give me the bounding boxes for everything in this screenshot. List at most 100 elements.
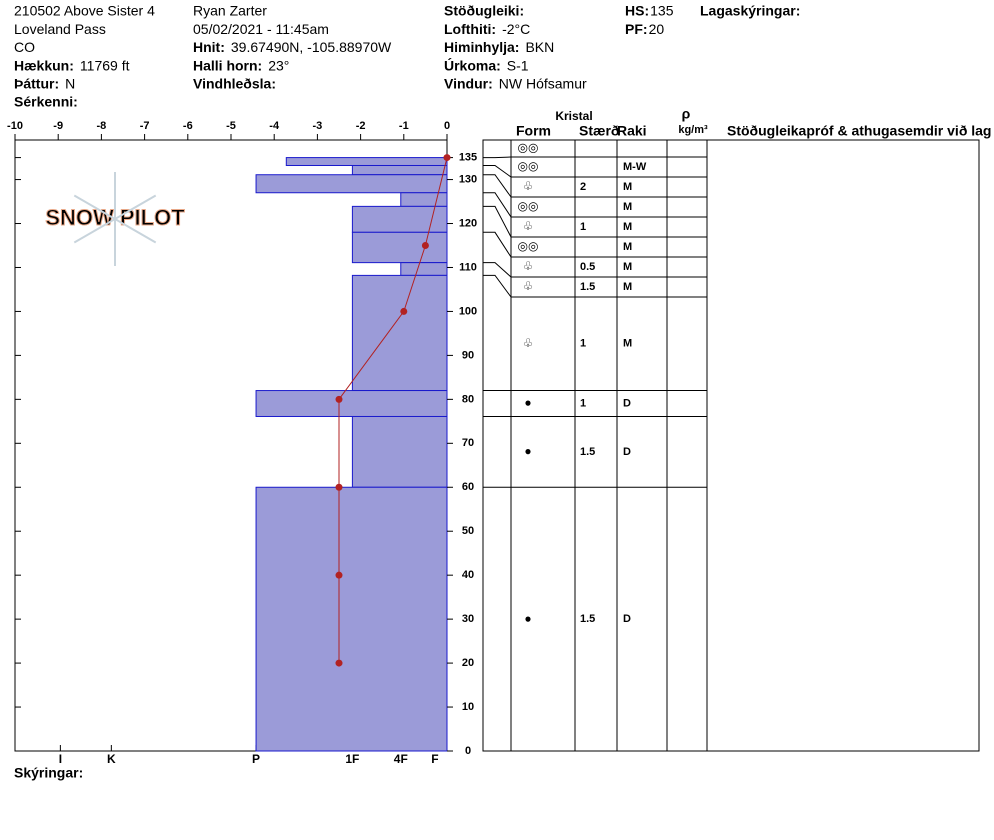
y-tick-label: 130: [459, 173, 477, 185]
header-label: Lagaskýringar:: [700, 3, 800, 19]
layer-connector: [483, 164, 512, 178]
moisture: D: [623, 613, 631, 625]
y-tick-label: 70: [462, 437, 474, 449]
layer-connector: [483, 192, 512, 218]
layer-bar: [255, 486, 448, 752]
header-label: Úrkoma:: [444, 56, 501, 73]
y-tick-label: 40: [462, 569, 474, 581]
y-tick-label: 30: [462, 613, 474, 625]
y-tick-label: 0: [465, 745, 471, 757]
crystal-form: ◎◎: [518, 239, 539, 253]
hardness-label: 1F: [345, 752, 359, 766]
layer-connector: [483, 274, 512, 298]
notes-header: Stöðugleikapróf & athugasemdir við lag: [727, 123, 991, 139]
hardness-label: 4F: [394, 752, 408, 766]
hardness-label: P: [252, 752, 260, 766]
layer-connector: [483, 156, 512, 159]
header-text: CO: [14, 39, 35, 55]
moisture: M: [623, 261, 632, 273]
density-unit: kg/m³: [678, 124, 708, 136]
y-tick-label: 50: [462, 525, 474, 537]
crystal-form: ♧: [523, 259, 534, 273]
header-label: Hnit:: [193, 39, 225, 55]
hardness-label: K: [107, 752, 116, 766]
header-value: 39.67490N, -105.88970W: [231, 39, 392, 55]
y-tick-label: 110: [459, 261, 477, 273]
header-value: -2°C: [502, 21, 530, 37]
header-label: Lofthiti:: [444, 21, 496, 37]
layer-bar: [255, 174, 448, 194]
y-tick-label: 60: [462, 481, 474, 493]
moisture: D: [623, 397, 631, 409]
header-value: BKN: [525, 39, 554, 55]
y-tick-label: 100: [459, 305, 477, 317]
layer-bar: [351, 205, 448, 233]
crystal-form: ♧: [523, 336, 534, 350]
moisture: D: [623, 446, 631, 458]
watermark-flake: [73, 194, 157, 244]
crystal-size: 1: [580, 221, 586, 233]
y-tick-label: 80: [462, 393, 474, 405]
crystal-size: 0.5: [580, 261, 595, 273]
header-label: Stöðugleiki:: [444, 3, 524, 19]
crystal-form: ◎◎: [518, 159, 539, 173]
temperature-point: [335, 483, 343, 491]
layer-connector: [483, 174, 512, 198]
crystal-size: 1.5: [580, 281, 595, 293]
crystal-form: ●: [524, 444, 531, 458]
header-label: Himinhylja:: [444, 39, 519, 55]
crystal-size: 1: [580, 338, 586, 350]
header-label: Hækkun:: [14, 57, 74, 73]
moisture: M: [623, 338, 632, 350]
x-tick-label: -10: [7, 120, 23, 132]
header-label: Vindhleðsla:: [193, 76, 276, 92]
x-tick-label: -6: [183, 120, 193, 132]
header-label: Þáttur:: [14, 76, 59, 92]
x-tick-label: -3: [313, 120, 323, 132]
header-text: Loveland Pass: [14, 21, 106, 37]
header-value: 135: [650, 3, 674, 19]
crystal-form: ●: [524, 396, 531, 410]
moisture: M: [623, 221, 632, 233]
x-tick-label: -9: [53, 120, 63, 132]
crystal-form: ◎◎: [518, 141, 539, 155]
crystal-form: ♧: [523, 279, 534, 293]
moisture: M: [623, 281, 632, 293]
hardness-label: F: [431, 752, 438, 766]
table-frame: [482, 139, 980, 752]
hardness-label: I: [59, 752, 62, 766]
crystal-form: ●: [524, 611, 531, 625]
moisture: M: [623, 201, 632, 213]
x-tick-label: -8: [97, 120, 107, 132]
x-tick-label: -7: [140, 120, 150, 132]
header-text: 05/02/2021 - 11:45am: [193, 21, 329, 37]
layer-bar: [351, 415, 448, 488]
crystal-size: 1: [580, 397, 586, 409]
table-header: Stærð: [579, 123, 619, 139]
temperature-point: [400, 307, 408, 315]
x-tick-label: -2: [356, 120, 366, 132]
y-tick-label: 20: [462, 657, 474, 669]
table-group: Kristal: [555, 109, 592, 123]
layer-bar: [351, 164, 448, 176]
table-header: Form: [516, 123, 551, 139]
crystal-form: ♧: [523, 179, 534, 193]
temperature-point: [335, 571, 343, 579]
table-header: Raki: [617, 123, 647, 139]
x-tick-label: -5: [226, 120, 236, 132]
crystal-size: 2: [580, 181, 586, 193]
temperature-point: [421, 241, 429, 249]
crystal-size: 1.5: [580, 613, 595, 625]
x-tick-label: -4: [269, 120, 280, 132]
moisture: M: [623, 241, 632, 253]
temperature-point: [335, 395, 343, 403]
layer-connector: [483, 231, 512, 258]
header-value: NW Hófsamur: [499, 76, 587, 92]
temperature-point: [335, 659, 343, 667]
y-tick-label: 90: [462, 349, 474, 361]
header-value: S-1: [507, 57, 529, 73]
layer-bar: [255, 390, 448, 417]
x-tick-label: -1: [399, 120, 409, 132]
layer-bar: [351, 231, 448, 264]
